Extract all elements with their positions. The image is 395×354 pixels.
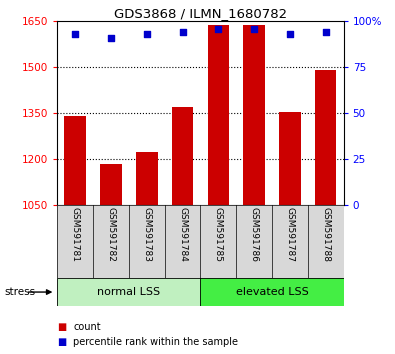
Title: GDS3868 / ILMN_1680782: GDS3868 / ILMN_1680782 <box>114 7 287 20</box>
Point <box>179 29 186 35</box>
Bar <box>57 278 201 306</box>
Bar <box>315 70 337 205</box>
Bar <box>279 112 301 205</box>
Point <box>144 31 150 37</box>
Bar <box>272 205 308 278</box>
Bar <box>243 25 265 205</box>
Point <box>72 31 78 37</box>
Text: GSM591781: GSM591781 <box>71 207 80 263</box>
Bar <box>165 205 201 278</box>
Point <box>287 31 293 37</box>
Text: GSM591784: GSM591784 <box>178 207 187 262</box>
Text: ■: ■ <box>57 337 66 347</box>
Text: GSM591783: GSM591783 <box>142 207 151 263</box>
Text: ■: ■ <box>57 322 66 332</box>
Text: GSM591785: GSM591785 <box>214 207 223 263</box>
Text: GSM591788: GSM591788 <box>321 207 330 263</box>
Point <box>215 26 222 32</box>
Text: percentile rank within the sample: percentile rank within the sample <box>73 337 238 347</box>
Point <box>251 26 257 32</box>
Bar <box>172 107 193 205</box>
Text: GSM591786: GSM591786 <box>250 207 259 263</box>
Text: stress: stress <box>4 287 35 297</box>
Bar <box>208 25 229 205</box>
Text: GSM591782: GSM591782 <box>107 207 115 262</box>
Text: elevated LSS: elevated LSS <box>236 287 308 297</box>
Bar <box>64 116 86 205</box>
Bar <box>57 205 93 278</box>
Bar <box>100 164 122 205</box>
Point <box>323 29 329 35</box>
Bar <box>201 205 236 278</box>
Bar <box>93 205 129 278</box>
Bar <box>129 205 165 278</box>
Bar <box>308 205 344 278</box>
Text: normal LSS: normal LSS <box>97 287 160 297</box>
Text: GSM591787: GSM591787 <box>286 207 294 263</box>
Bar <box>201 278 344 306</box>
Bar <box>236 205 272 278</box>
Bar <box>136 152 158 205</box>
Point <box>108 35 114 41</box>
Text: count: count <box>73 322 101 332</box>
